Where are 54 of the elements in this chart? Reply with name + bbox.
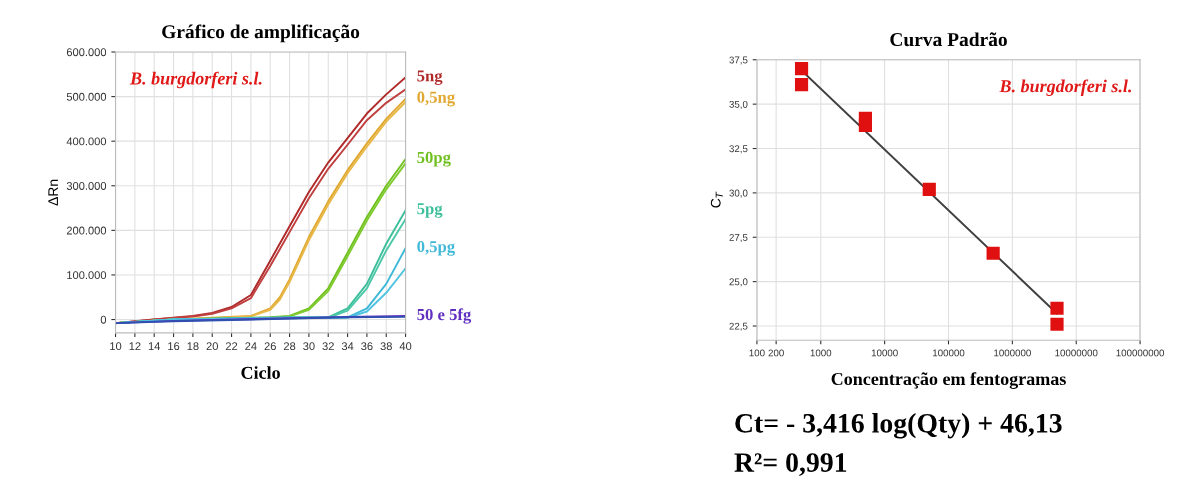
- series-label: 0,5ng: [417, 91, 455, 107]
- annotation: B. burgdorferi s.l.: [129, 71, 262, 89]
- series-label: 0,5pg: [417, 240, 455, 256]
- y-tick-label: 300.000: [66, 182, 107, 190]
- y-tick-label: 27,5: [729, 233, 748, 243]
- x-tick-label: 100: [749, 349, 765, 357]
- x-tick-label: 36: [361, 342, 373, 351]
- x-tick-label: 24: [245, 342, 257, 350]
- x-tick-label: 40: [399, 342, 412, 351]
- x-tick-label: 10000000: [1055, 349, 1098, 357]
- y-tick-label: 100.000: [67, 271, 107, 280]
- x-tick-label: 1000: [810, 349, 832, 357]
- y-tick-label: 0: [100, 315, 107, 324]
- series-label: 5ng: [417, 70, 443, 85]
- x-tick-label: 30: [303, 342, 315, 351]
- x-tick-label: 100000: [933, 349, 965, 357]
- chart-title: Curva Padrão: [890, 32, 1007, 47]
- series-label: 5pg: [417, 203, 443, 218]
- x-tick-label: 22: [225, 342, 238, 350]
- x-tick-label: 32: [322, 342, 334, 351]
- x-tick-label: 12: [129, 342, 141, 350]
- x-tick-label: 10000: [871, 349, 898, 357]
- x-axis-title: Concentração em fentogramas: [831, 372, 1066, 389]
- y-axis-title: C$_{T}$: [710, 191, 723, 208]
- x-tick-label: 18: [187, 342, 199, 351]
- x-tick-label: 1000000: [994, 349, 1031, 357]
- y-axis-title: ΔRn: [48, 179, 58, 206]
- series-label: 50 e 5fg: [417, 308, 472, 324]
- y-tick-label: 400.000: [66, 137, 107, 146]
- x-tick-label: 16: [168, 342, 180, 351]
- x-axis-title: Ciclo: [241, 366, 280, 379]
- x-tick-label: 34: [341, 342, 354, 351]
- y-tick-label: 22,5: [729, 322, 748, 331]
- x-tick-label: 38: [380, 342, 392, 351]
- text: Ct= - 3,416 log(Qty) + 46,13: [735, 413, 1062, 439]
- x-tick-label: 20: [206, 342, 218, 351]
- annotation: B. burgdorferi s.l.: [999, 79, 1131, 96]
- series-label: 50pg: [417, 151, 451, 167]
- chart-title: Gráfico de amplificação: [162, 24, 360, 43]
- x-tick-label: 14: [148, 342, 161, 350]
- y-tick-label: 200.000: [66, 226, 107, 235]
- y-tick-label: 35,0: [729, 100, 748, 109]
- y-tick-label: 32,5: [729, 145, 748, 154]
- y-tick-label: 500.000: [66, 92, 107, 101]
- y-tick-label: 600.000: [66, 48, 107, 57]
- y-tick-label: 25,0: [729, 278, 748, 287]
- y-tick-label: 37,5: [729, 56, 748, 65]
- x-tick-label: 200: [768, 349, 784, 357]
- y-tick-label: 30,0: [729, 189, 748, 198]
- text: R²= 0,991: [734, 453, 847, 476]
- x-tick-label: 28: [283, 342, 296, 351]
- x-tick-label: 100000000: [1116, 349, 1165, 357]
- x-tick-label: 26: [264, 342, 276, 351]
- x-tick-label: 10: [110, 342, 122, 351]
